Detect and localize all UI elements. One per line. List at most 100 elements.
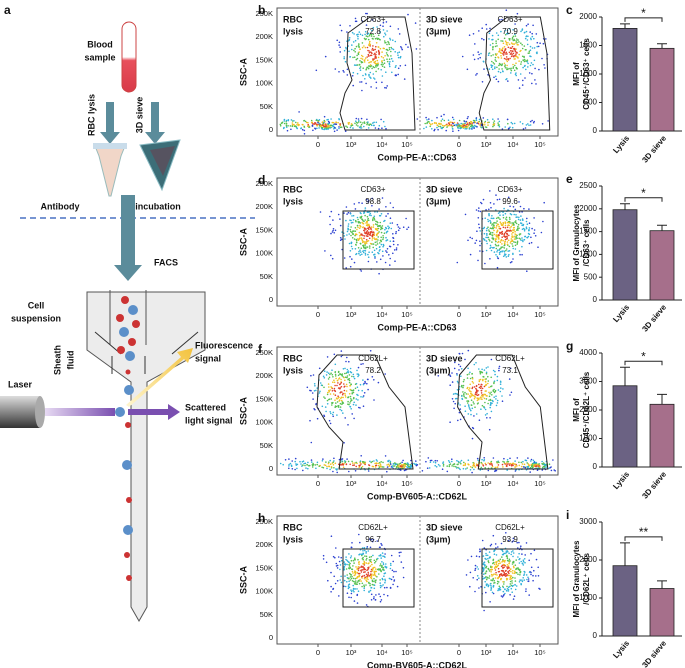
event-dot [349, 566, 352, 569]
event-dot [511, 240, 513, 242]
event-dot [429, 125, 432, 128]
event-dot [331, 386, 333, 389]
event-dot [503, 251, 506, 253]
event-dot [366, 577, 368, 579]
event-dot [458, 411, 461, 414]
event-dot [536, 41, 539, 44]
event-dot [361, 221, 363, 224]
event-dot [505, 462, 508, 464]
event-dot [322, 375, 325, 378]
event-dot [476, 464, 478, 467]
sample-name: lysis [283, 534, 303, 544]
event-dot [353, 401, 356, 404]
event-dot [374, 574, 376, 576]
event-dot [376, 221, 378, 223]
event-dot [343, 56, 346, 58]
event-dot [368, 44, 370, 47]
event-dot [371, 239, 374, 241]
event-dot [514, 470, 517, 472]
event-dot [458, 119, 461, 122]
y-tick-label: 200K [255, 32, 273, 41]
event-dot [363, 564, 366, 566]
event-dot [365, 74, 367, 76]
event-dot [489, 190, 491, 192]
event-dot [339, 392, 342, 394]
event-dot [481, 458, 483, 461]
event-dot [354, 230, 357, 232]
event-dot [502, 388, 504, 390]
bar [649, 47, 675, 132]
event-dot [366, 118, 368, 121]
event-dot [465, 128, 468, 130]
event-dot [374, 223, 377, 225]
flow-panel: bSSC-AComp-PE-A::CD63050K100K150K200K250… [238, 3, 559, 162]
event-dot [353, 590, 355, 593]
event-dot [451, 458, 453, 461]
event-dot [517, 57, 519, 59]
event-dot [354, 234, 356, 237]
event-dot [516, 12, 519, 15]
event-dot [346, 234, 348, 236]
event-dot [451, 465, 453, 467]
event-dot [360, 569, 362, 572]
event-dot [330, 465, 333, 468]
event-dot [372, 49, 375, 51]
y-tick-label: 4000 [579, 348, 597, 357]
event-dot [293, 120, 295, 122]
event-dot [488, 121, 490, 124]
event-dot [378, 272, 380, 275]
event-dot [483, 38, 485, 41]
event-dot [442, 465, 445, 467]
event-dot [345, 568, 348, 570]
event-dot [385, 127, 387, 130]
event-dot [318, 122, 321, 125]
event-dot [381, 65, 384, 67]
event-dot [500, 64, 503, 67]
event-dot [438, 125, 440, 128]
event-dot [480, 383, 483, 386]
event-dot [531, 72, 533, 75]
event-dot [374, 599, 377, 601]
event-dot [369, 234, 372, 236]
event-dot [331, 257, 334, 260]
cells [115, 296, 140, 581]
event-dot [345, 48, 348, 50]
event-dot [501, 70, 504, 72]
event-dot [463, 461, 465, 464]
event-dot [390, 46, 393, 49]
event-dot [518, 558, 520, 561]
significance-bracket [624, 197, 663, 202]
event-dot [334, 68, 337, 70]
event-dot [300, 127, 302, 130]
event-dot [367, 67, 370, 70]
event-dot [470, 125, 473, 127]
event-dot [323, 370, 326, 373]
event-dot [506, 29, 509, 32]
event-dot [359, 566, 361, 569]
event-dot [340, 238, 343, 241]
event-dot [515, 567, 518, 570]
event-dot [480, 586, 482, 588]
event-dot [288, 458, 290, 460]
event-dot [355, 244, 357, 246]
event-dot [513, 595, 516, 597]
event-dot [490, 358, 493, 361]
event-dot [371, 67, 373, 70]
event-dot [463, 395, 465, 398]
event-dot [501, 236, 504, 238]
event-dot [505, 551, 508, 554]
event-dot [344, 379, 346, 382]
event-dot [355, 583, 357, 586]
event-dot [512, 66, 515, 68]
x-tick-label: 10⁴ [507, 648, 519, 657]
x-tick-label: 10³ [346, 479, 357, 488]
event-dot [445, 124, 447, 126]
event-dot [397, 54, 399, 56]
event-dot [503, 62, 506, 65]
event-dot [386, 58, 388, 60]
event-dot [392, 206, 395, 209]
event-dot [531, 35, 534, 38]
event-dot [373, 399, 375, 401]
event-dot [504, 236, 507, 238]
tube-cap [93, 143, 127, 149]
